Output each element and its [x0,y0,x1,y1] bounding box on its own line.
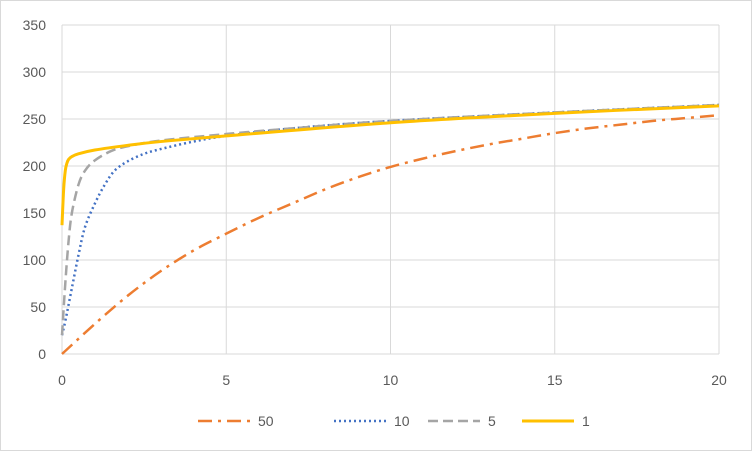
y-tick-label: 300 [23,64,47,80]
series-line-10 [60,103,720,336]
legend: 50 10 5 1 [198,413,590,429]
y-tick-label: 50 [30,299,46,315]
y-tick-label: 250 [23,111,47,127]
gridlines [61,24,720,355]
y-tick-label: 0 [38,346,46,362]
x-tick-label: 15 [547,372,563,388]
legend-label-50: 50 [258,413,274,429]
legend-label-5: 5 [488,413,496,429]
x-tick-label: 20 [711,372,727,388]
y-tick-label: 200 [23,158,47,174]
axis-tick-labels: 0 50 100 150 200 250 300 350 0 5 10 15 20 [23,17,727,388]
y-tick-label: 100 [23,252,47,268]
series-lines [60,103,720,355]
x-tick-label: 10 [383,372,399,388]
legend-label-1: 1 [582,413,590,429]
y-tick-label: 150 [23,205,47,221]
x-tick-label: 0 [58,372,66,388]
x-tick-label: 5 [222,372,230,388]
series-line-1 [60,104,720,226]
y-tick-label: 350 [23,17,47,33]
legend-label-10: 10 [394,413,410,429]
series-line-50 [61,113,720,355]
